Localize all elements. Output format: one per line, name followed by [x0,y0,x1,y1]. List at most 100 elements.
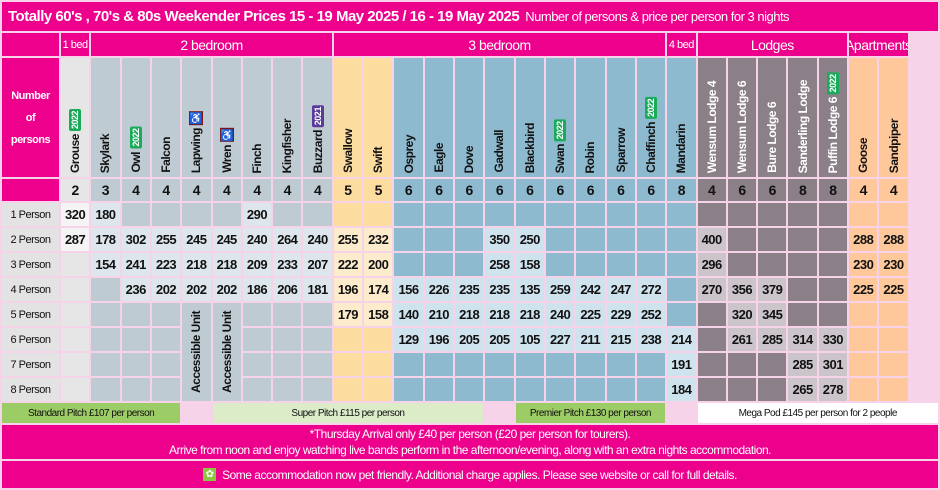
price-cell: 156 [394,278,423,301]
year-badge: 2021 [311,104,324,127]
price-cell: 290 [242,203,272,226]
price-cell [455,203,484,226]
column-header: Sandpiper [879,58,908,177]
accommodation-name: Finch [250,143,265,174]
price-cell: 345 [758,303,787,326]
price-cell [364,328,393,351]
group-header-blank [2,33,59,56]
price-cell: 226 [424,278,454,301]
price-cell: 230 [849,253,878,276]
column-header-content: Robin [583,142,597,174]
price-cell [727,353,757,376]
price-cell: 227 [545,328,575,351]
price-cell: 205 [485,328,514,351]
price-cell: 264 [273,228,302,251]
price-cell: 301 [818,353,848,376]
price-cell [576,228,605,251]
price-cell: 270 [697,278,726,301]
accommodation-name: Sandpiper [886,118,901,173]
price-cell [606,203,635,226]
accessible-unit-label: Accessible Unit [219,311,234,393]
price-cell [333,328,363,351]
price-cell [849,378,878,401]
price-cell [667,303,696,326]
price-cell: 222 [333,253,363,276]
price-cell [788,228,817,251]
price-cell: 241 [121,253,150,276]
column-header-content: Dove [462,146,476,173]
price-cell: 218 [485,303,514,326]
price-cell: 240 [545,303,575,326]
price-cell [424,228,454,251]
price-cell: 218 [182,253,211,276]
price-cell: 242 [576,278,605,301]
price-cell [303,378,332,401]
capacity-cell: 5 [364,179,393,201]
price-cell [455,228,484,251]
capacity-cell: 6 [515,179,544,201]
column-header-content: Lapwing ♿ [189,110,204,173]
column-header-content: Bure Lodge 6 [765,102,779,173]
price-cell: 211 [576,328,605,351]
accommodation-name: Wren [219,145,234,173]
price-cell: 158 [515,253,544,276]
price-cell [758,253,787,276]
price-cell [545,228,575,251]
price-cell [545,378,575,401]
price-cell [667,203,696,226]
capacity-cell: 4 [849,179,878,201]
price-cell: 202 [182,278,211,301]
price-cell: 178 [91,228,120,251]
price-cell [151,353,181,376]
pet-friendly-note: ✿ Some accommodation now pet friendly. Ad… [2,461,938,488]
wheelchair-icon: ♿ [219,128,234,143]
row-label: 4 Person [2,278,59,301]
accommodation-name: Blackbird [522,122,537,173]
price-cell [364,203,393,226]
accommodation-name: Gadwall [492,130,507,173]
price-cell [394,228,423,251]
price-cell: 245 [212,228,241,251]
price-cell: 179 [333,303,363,326]
price-cell: 278 [818,378,848,401]
price-cell [515,353,544,376]
price-cell [303,328,332,351]
column-header: Falcon [151,58,181,177]
accessible-unit-cell: Accessible Unit [212,303,241,401]
column-header: Swallow [333,58,363,177]
price-cell: 272 [636,278,666,301]
pitch-price: Premier Pitch £130 per person [515,403,666,423]
price-cell [394,378,423,401]
column-header-content: Gadwall [492,130,506,173]
capacity-cell: 4 [182,179,211,201]
price-cell [303,203,332,226]
price-cell [364,378,393,401]
accommodation-name: Wensum Lodge 4 [704,80,719,173]
group-header: 2 bedroom [91,33,332,56]
price-cell [91,353,120,376]
group-header: 4 bed [667,33,696,56]
price-cell [91,328,120,351]
price-cell [636,253,666,276]
price-cell: 225 [879,278,908,301]
wheelchair-icon: ♿ [189,110,204,125]
price-cell [61,378,90,401]
price-cell: 206 [273,278,302,301]
price-cell [576,253,605,276]
price-cell [515,203,544,226]
price-cell: 229 [606,303,635,326]
row-label: 7 Person [2,353,59,376]
price-cell [91,303,120,326]
capacity-cell: 6 [394,179,423,201]
price-cell: 225 [576,303,605,326]
price-cell [273,353,302,376]
thursday-arrival-note: *Thursday Arrival only £40 per person (£… [2,425,938,459]
price-cell: 236 [121,278,150,301]
price-cell: 210 [424,303,454,326]
price-cell: 320 [61,203,90,226]
capacity-cell: 6 [545,179,575,201]
price-cell [424,253,454,276]
price-cell: 207 [303,253,332,276]
price-cell [636,228,666,251]
subtitle-text: Number of persons & price per person for… [525,9,790,24]
